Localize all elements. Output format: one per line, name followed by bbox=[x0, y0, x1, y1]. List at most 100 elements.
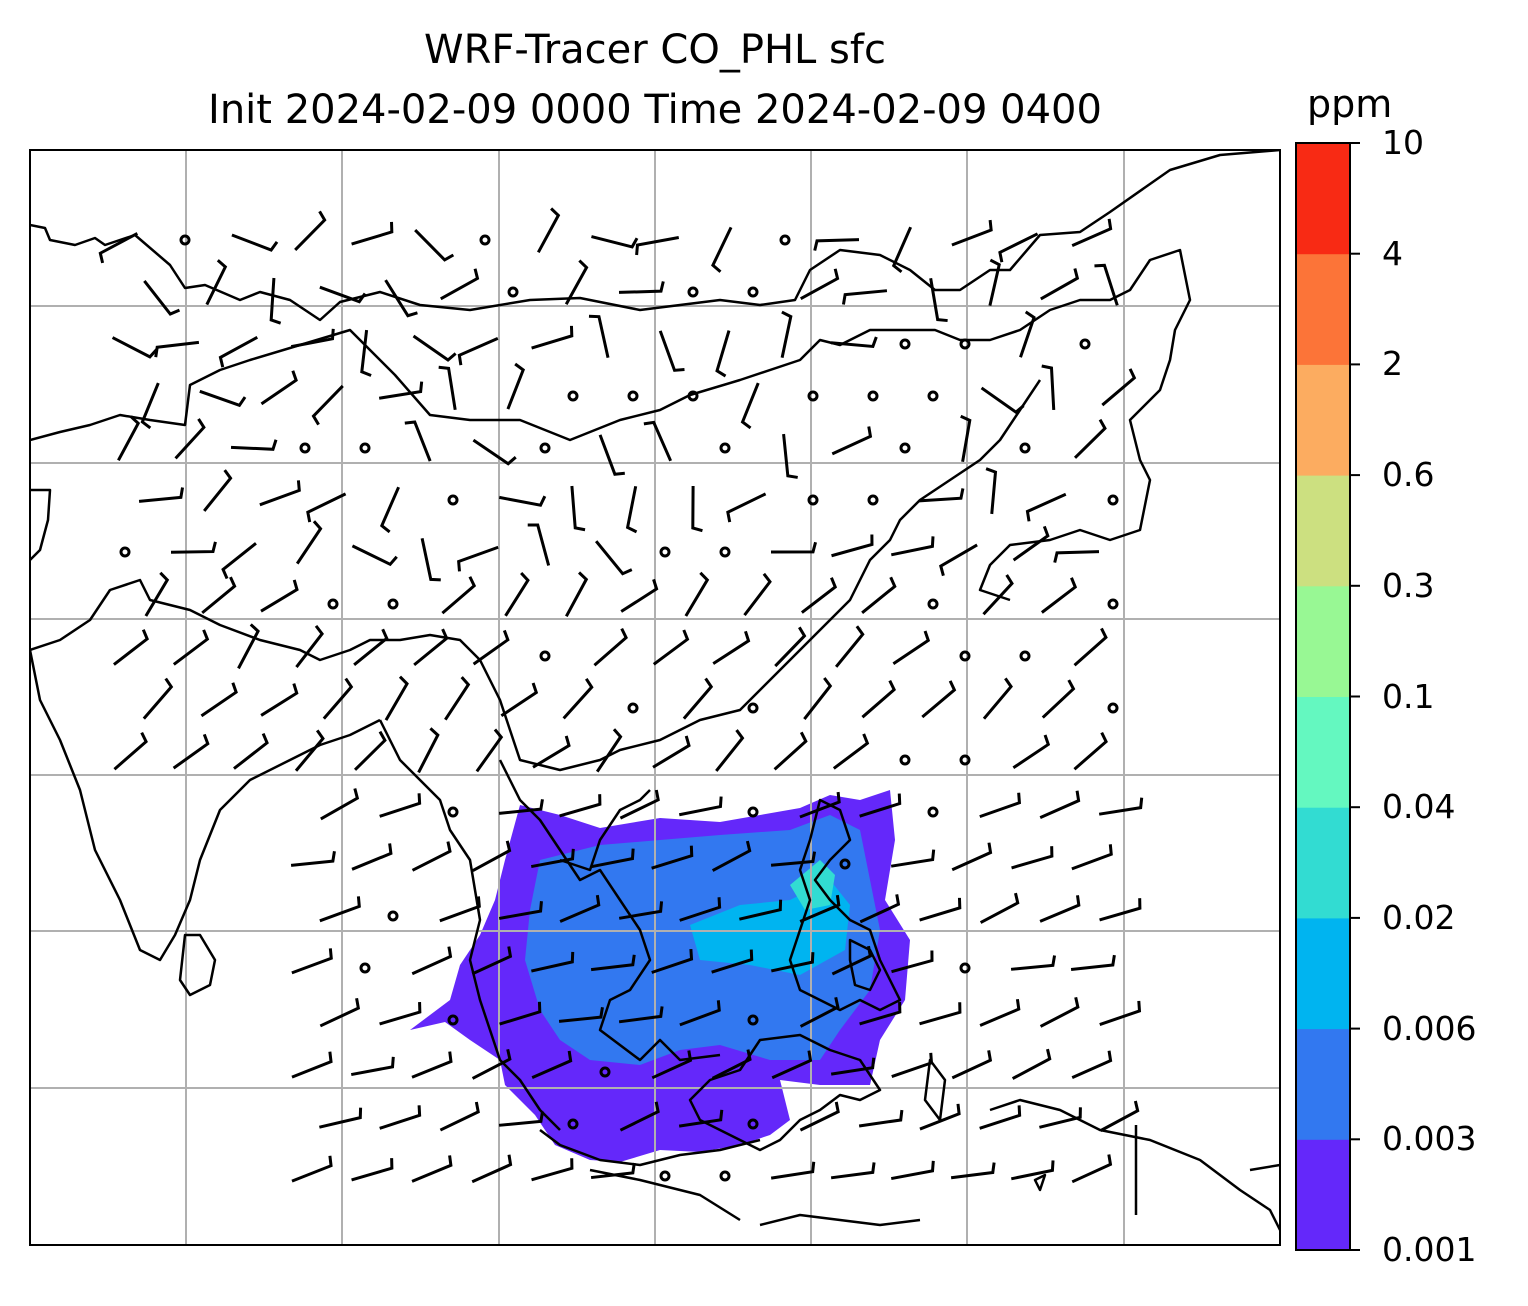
wind-barb bbox=[813, 238, 860, 251]
calm-wind-marker bbox=[959, 338, 971, 350]
wind-barb bbox=[351, 221, 394, 246]
wind-barb bbox=[404, 420, 432, 462]
calm-wind-marker bbox=[387, 598, 399, 610]
wind-barb bbox=[319, 1107, 363, 1129]
wind-barb bbox=[782, 433, 798, 479]
wind-barbs bbox=[98, 207, 1144, 1184]
wind-barb bbox=[712, 630, 751, 665]
wind-barb bbox=[353, 628, 389, 666]
calm-wind-marker bbox=[747, 1118, 759, 1130]
wind-barb bbox=[290, 851, 336, 867]
wind-barb bbox=[531, 325, 574, 350]
calm-wind-marker bbox=[959, 650, 971, 662]
wind-barb bbox=[979, 998, 1021, 1027]
wind-barb bbox=[231, 233, 279, 252]
wind-barb bbox=[859, 894, 901, 924]
wind-barb bbox=[651, 1050, 693, 1080]
wind-barb bbox=[890, 1160, 935, 1181]
calm-wind-marker bbox=[747, 806, 759, 818]
wind-barb bbox=[530, 848, 575, 869]
wind-barb bbox=[918, 488, 965, 503]
wind-barb bbox=[1070, 954, 1116, 971]
wind-barb bbox=[780, 310, 793, 359]
wind-barb bbox=[531, 951, 575, 973]
map-title-line2: Init 2024-02-09 0000 Time 2024-02-09 040… bbox=[208, 87, 1102, 133]
calm-wind-marker bbox=[539, 650, 551, 662]
wind-barb bbox=[679, 1000, 721, 1027]
wind-barb bbox=[457, 545, 499, 572]
wind-barb bbox=[831, 426, 873, 456]
wind-barb bbox=[438, 365, 457, 411]
wind-barb bbox=[594, 540, 633, 576]
calm-wind-marker bbox=[719, 1170, 731, 1182]
wind-barb bbox=[715, 330, 731, 378]
wind-barb bbox=[1099, 1100, 1140, 1132]
wind-barb bbox=[531, 1050, 573, 1079]
wind-barb bbox=[982, 574, 1014, 616]
wind-barb bbox=[1071, 218, 1113, 247]
wind-barb bbox=[1073, 731, 1108, 771]
colorbar-segment bbox=[1296, 917, 1350, 1030]
colorbar-segment bbox=[1296, 696, 1350, 808]
wind-barb bbox=[475, 728, 504, 773]
calm-wind-marker bbox=[447, 806, 459, 818]
wind-barb bbox=[625, 485, 638, 534]
calm-wind-marker bbox=[539, 442, 551, 454]
wind-barb bbox=[259, 480, 301, 507]
wind-barb bbox=[1012, 525, 1050, 562]
wind-barb bbox=[951, 1050, 993, 1080]
calm-wind-marker bbox=[807, 494, 819, 506]
wind-barb bbox=[861, 679, 896, 719]
wind-barb bbox=[618, 281, 665, 294]
colorbar-tick-label: 2 bbox=[1382, 344, 1403, 384]
wind-barb bbox=[295, 520, 323, 565]
calm-wind-marker bbox=[179, 234, 191, 246]
wind-barb bbox=[471, 946, 513, 976]
calm-wind-marker bbox=[687, 390, 699, 402]
calm-wind-marker bbox=[807, 390, 819, 402]
wind-barb bbox=[1040, 577, 1078, 614]
wind-barb bbox=[260, 370, 298, 406]
calm-wind-marker bbox=[959, 754, 971, 766]
wind-barb bbox=[379, 486, 400, 534]
wind-barb bbox=[1011, 1048, 1052, 1080]
wind-barb bbox=[1039, 997, 1080, 1028]
map-frame bbox=[29, 149, 1281, 1246]
wind-barb bbox=[412, 334, 457, 362]
wind-barb bbox=[444, 676, 471, 721]
wind-barb bbox=[1012, 734, 1051, 770]
wind-barb bbox=[998, 232, 1039, 263]
wind-barb bbox=[269, 277, 282, 325]
colorbar-tick-label: 0.003 bbox=[1382, 1119, 1477, 1159]
calm-wind-marker bbox=[927, 390, 939, 402]
wind-barb bbox=[635, 236, 680, 256]
wind-barb bbox=[1094, 263, 1119, 306]
wind-barb bbox=[143, 280, 181, 316]
wind-barb bbox=[773, 731, 808, 771]
wind-barb bbox=[498, 901, 543, 920]
wind-barb bbox=[559, 794, 602, 818]
wind-barb bbox=[1053, 550, 1100, 563]
wind-barb bbox=[803, 677, 833, 720]
calm-wind-marker bbox=[567, 390, 579, 402]
wind-barb bbox=[861, 576, 897, 614]
wind-barb bbox=[351, 544, 398, 567]
wind-barb bbox=[979, 792, 1022, 819]
calm-wind-marker bbox=[927, 598, 939, 610]
calm-wind-marker bbox=[659, 546, 671, 558]
wind-barb bbox=[420, 537, 441, 582]
colorbar-tick-label: 0.3 bbox=[1382, 565, 1435, 605]
wind-barb bbox=[351, 843, 393, 871]
wind-barb bbox=[1019, 310, 1036, 358]
wind-barb bbox=[950, 1162, 996, 1180]
wind-barb bbox=[1010, 955, 1057, 971]
calm-wind-marker bbox=[747, 286, 759, 298]
wind-barb bbox=[170, 541, 217, 554]
wind-barb bbox=[711, 1049, 752, 1080]
calm-wind-marker bbox=[719, 546, 731, 558]
wind-barb bbox=[1071, 844, 1113, 871]
wind-barb bbox=[1039, 790, 1081, 820]
wind-barb bbox=[174, 418, 206, 460]
wind-barb bbox=[1071, 1154, 1113, 1184]
